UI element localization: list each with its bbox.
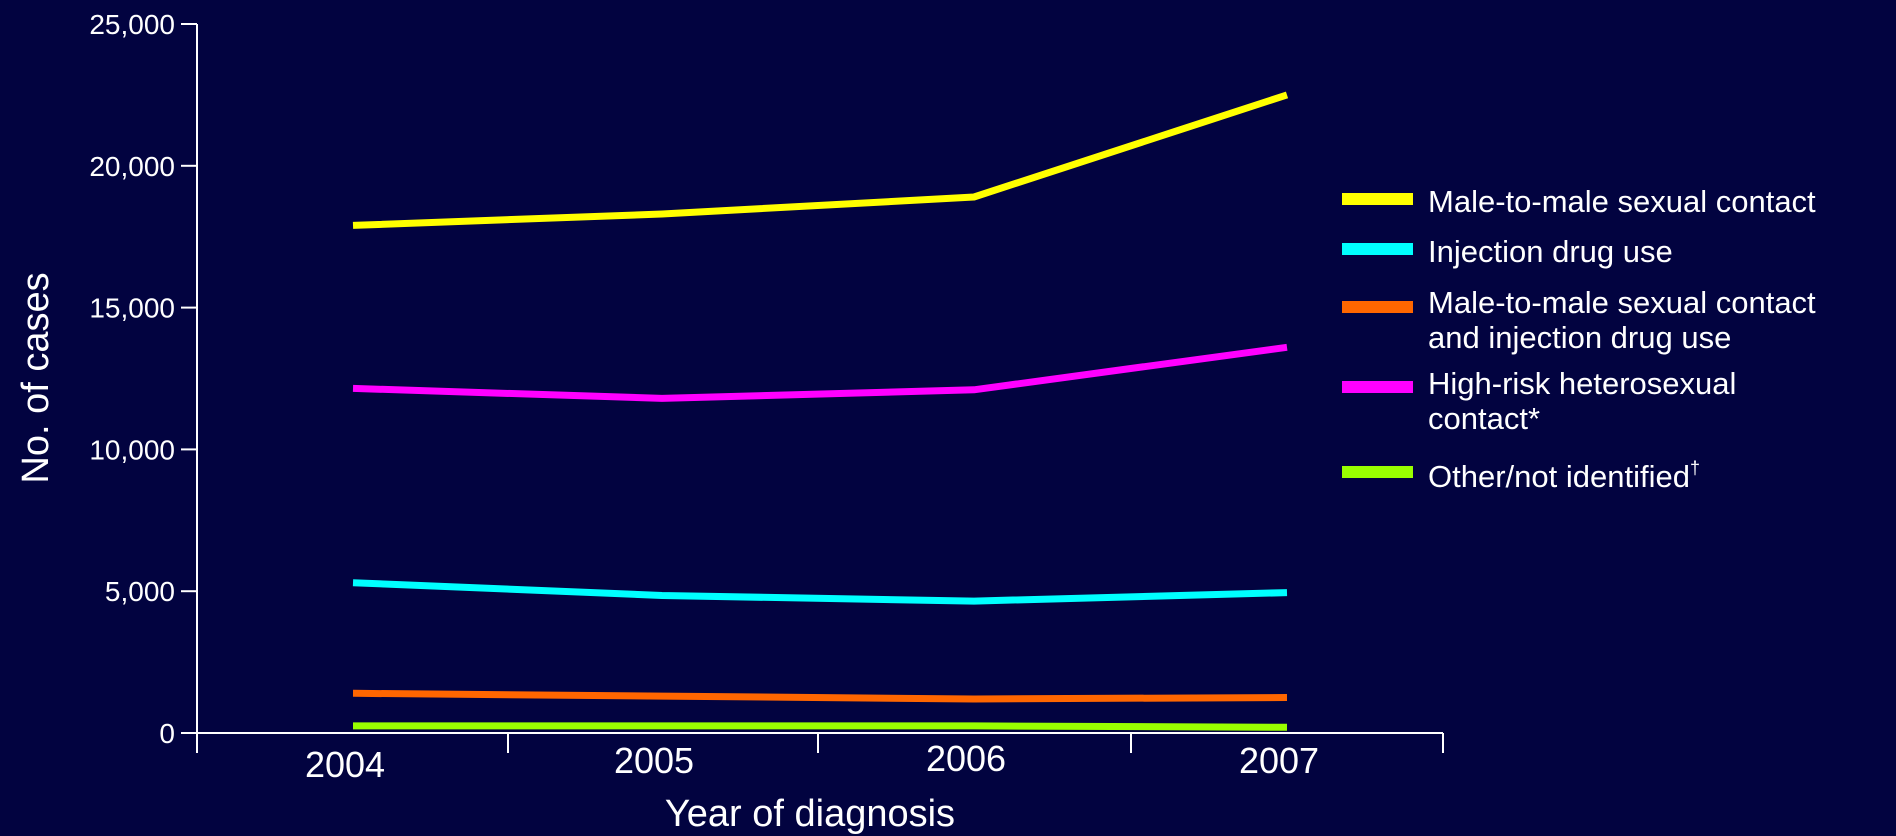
y-tick-label: 5,000 bbox=[105, 576, 175, 607]
y-ticks: 0 5,000 10,000 15,000 20,000 25,000 bbox=[89, 9, 197, 749]
legend-label: Other/not identified† bbox=[1428, 458, 1700, 494]
x-tick-label: 2004 bbox=[305, 744, 385, 785]
series-line bbox=[352, 343, 1288, 402]
legend-label: High-risk heterosexual bbox=[1428, 366, 1736, 401]
series-line bbox=[353, 722, 1288, 731]
legend: Male-to-male sexual contact Injection dru… bbox=[1342, 184, 1816, 494]
legend-swatch bbox=[1342, 381, 1413, 393]
legend-swatch bbox=[1342, 301, 1413, 313]
x-tick-label: 2006 bbox=[926, 738, 1006, 779]
legend-label: Male-to-male sexual contact bbox=[1428, 184, 1816, 219]
y-tick-label: 10,000 bbox=[89, 434, 175, 465]
x-tick-label: 2007 bbox=[1239, 740, 1319, 781]
series-lines bbox=[352, 91, 1289, 731]
x-axis-title: Year of diagnosis bbox=[665, 793, 955, 835]
y-tick-label: 0 bbox=[159, 718, 175, 749]
legend-swatch bbox=[1342, 466, 1413, 478]
y-tick-label: 25,000 bbox=[89, 9, 175, 40]
series-line bbox=[352, 91, 1289, 229]
legend-label: and injection drug use bbox=[1428, 320, 1731, 355]
x-ticks: 2004 2005 2006 2007 bbox=[196, 733, 1444, 785]
legend-label: Male-to-male sexual contact bbox=[1428, 285, 1816, 320]
series-line bbox=[352, 579, 1288, 605]
legend-label: contact* bbox=[1428, 401, 1540, 436]
y-axis-title: No. of cases bbox=[15, 272, 57, 483]
legend-swatch bbox=[1342, 193, 1413, 205]
legend-swatch bbox=[1342, 243, 1413, 255]
legend-label: Injection drug use bbox=[1428, 234, 1673, 269]
y-tick-label: 15,000 bbox=[89, 293, 175, 324]
y-tick-label: 20,000 bbox=[89, 151, 175, 182]
x-tick-label: 2005 bbox=[614, 740, 694, 781]
series-line bbox=[352, 689, 1288, 703]
